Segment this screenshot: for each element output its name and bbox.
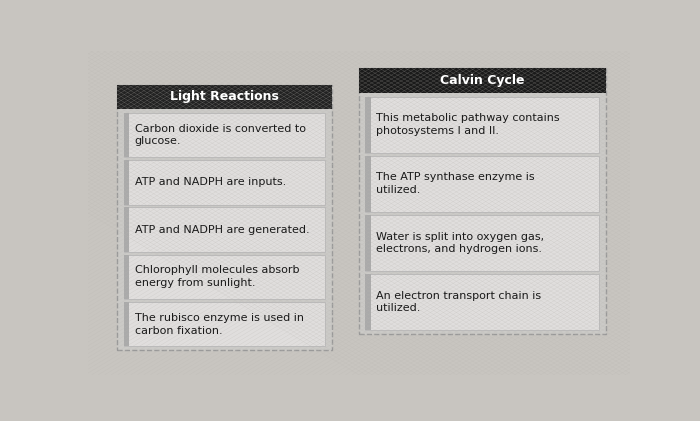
Bar [365, 96, 599, 153]
Bar [365, 215, 599, 271]
Bar [124, 160, 130, 205]
Bar [124, 302, 130, 346]
Text: This metabolic pathway contains
photosystems I and II.: This metabolic pathway contains photosys… [376, 113, 560, 136]
Bar [118, 85, 332, 109]
Text: Carbon dioxide is converted to
glucose.: Carbon dioxide is converted to glucose. [134, 124, 306, 147]
Bar [124, 160, 325, 205]
Bar [124, 255, 130, 299]
Text: An electron transport chain is
utilized.: An electron transport chain is utilized. [376, 290, 541, 314]
Bar [124, 207, 130, 252]
Text: Light Reactions: Light Reactions [170, 90, 279, 103]
Text: Calvin Cycle: Calvin Cycle [440, 74, 524, 87]
Bar [365, 215, 371, 271]
Bar [124, 207, 325, 252]
Bar [365, 274, 599, 330]
Text: The ATP synthase enzyme is
utilized.: The ATP synthase enzyme is utilized. [376, 173, 535, 195]
Bar [118, 85, 332, 350]
Bar [358, 68, 606, 334]
Bar [124, 113, 325, 157]
Bar [365, 96, 371, 153]
Bar [124, 113, 130, 157]
Bar [358, 68, 606, 93]
Bar [365, 274, 371, 330]
Text: ATP and NADPH are inputs.: ATP and NADPH are inputs. [134, 177, 286, 187]
Text: ATP and NADPH are generated.: ATP and NADPH are generated. [134, 225, 309, 234]
Text: The rubisco enzyme is used in
carbon fixation.: The rubisco enzyme is used in carbon fix… [134, 313, 304, 336]
Bar [124, 255, 325, 299]
Bar [365, 156, 371, 212]
Bar [365, 156, 599, 212]
Text: Water is split into oxygen gas,
electrons, and hydrogen ions.: Water is split into oxygen gas, electron… [376, 232, 544, 254]
Text: Chlorophyll molecules absorb
energy from sunlight.: Chlorophyll molecules absorb energy from… [134, 266, 299, 288]
Bar [124, 302, 325, 346]
